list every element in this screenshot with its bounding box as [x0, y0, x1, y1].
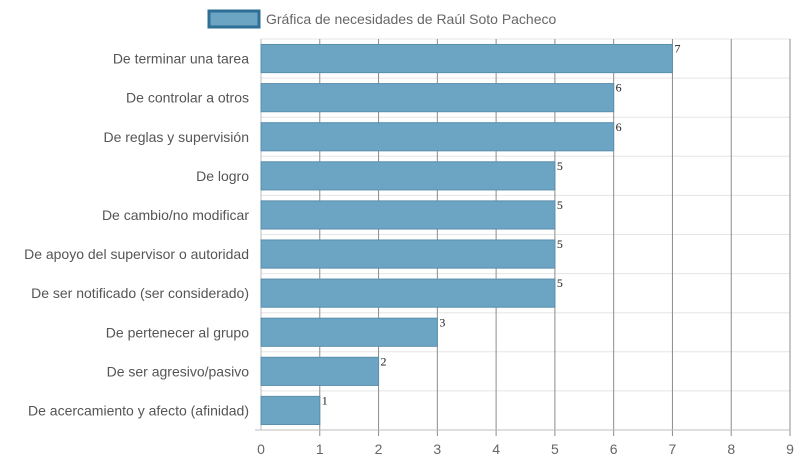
x-tick-label: 0 — [257, 441, 265, 457]
category-label: De controlar a otros — [126, 90, 249, 106]
category-label: De apoyo del supervisor o autoridad — [24, 246, 249, 262]
data-label: 6 — [616, 120, 622, 134]
category-label: De pertenecer al grupo — [106, 324, 249, 340]
category-label: De cambio/no modificar — [102, 207, 249, 223]
x-tick-label: 8 — [727, 441, 735, 457]
category-label: De acercamiento y afecto (afinidad) — [28, 402, 249, 418]
x-tick-label: 1 — [316, 441, 324, 457]
legend[interactable]: Gráfica de necesidades de Raúl Soto Pach… — [207, 9, 557, 29]
legend-swatch — [207, 9, 261, 29]
data-label: 5 — [557, 237, 563, 251]
data-label: 6 — [616, 81, 622, 95]
data-labels: 7 6 6 5 5 5 5 3 2 1 — [322, 42, 681, 408]
bar[interactable] — [260, 43, 673, 74]
bar[interactable] — [260, 356, 380, 386]
x-axis-tick-labels: 0 1 2 3 4 5 6 7 8 9 — [257, 441, 794, 457]
bar[interactable] — [260, 200, 556, 230]
bar[interactable] — [260, 239, 556, 269]
bars — [260, 43, 673, 426]
category-labels: De terminar una tarea De controlar a otro… — [24, 51, 249, 419]
x-tick-label: 3 — [433, 441, 441, 457]
data-label: 7 — [674, 42, 680, 56]
data-label: 5 — [557, 198, 563, 212]
data-label: 1 — [322, 393, 328, 407]
x-tick-label: 6 — [610, 441, 618, 457]
category-label: De ser notificado (ser considerado) — [31, 285, 249, 301]
bar[interactable] — [260, 317, 438, 347]
bar[interactable] — [260, 83, 615, 113]
data-label: 5 — [557, 276, 563, 290]
category-label: De reglas y supervisión — [103, 129, 249, 145]
x-tick-label: 4 — [492, 441, 500, 457]
x-tick-label: 7 — [669, 441, 677, 457]
legend-label: Gráfica de necesidades de Raúl Soto Pach… — [266, 11, 557, 27]
category-label: De logro — [196, 168, 249, 184]
data-label: 2 — [381, 354, 387, 368]
x-tick-label: 5 — [551, 441, 559, 457]
x-tick-label: 2 — [375, 441, 383, 457]
bar[interactable] — [260, 278, 556, 308]
bar[interactable] — [260, 122, 615, 152]
category-label: De terminar una tarea — [113, 51, 249, 67]
category-label: De ser agresivo/pasivo — [107, 363, 250, 379]
bar[interactable] — [260, 395, 321, 426]
data-label: 5 — [557, 159, 563, 173]
x-tick-label: 9 — [786, 441, 794, 457]
data-label: 3 — [439, 315, 445, 329]
bar[interactable] — [260, 161, 556, 191]
